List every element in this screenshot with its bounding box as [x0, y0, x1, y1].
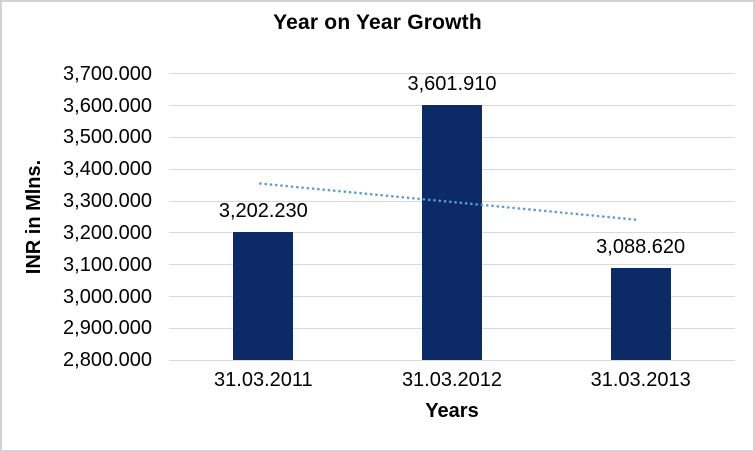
y-tick-label: 3,400.000 [63, 158, 152, 181]
bar-31.03.2011 [233, 232, 294, 361]
x-category-label: 31.03.2011 [214, 369, 313, 391]
y-tick-label: 3,700.000 [63, 62, 152, 85]
y-tick-label: 3,600.000 [63, 94, 152, 117]
y-tick-label: 3,100.000 [63, 253, 152, 276]
y-tick-label: 2,900.000 [63, 317, 152, 340]
gridline [169, 73, 735, 75]
y-tick-label: 3,500.000 [63, 126, 152, 149]
bar-value-label: 3,601.910 [407, 72, 497, 95]
x-category-label: 31.03.2012 [401, 369, 503, 391]
chart-title: Year on Year Growth [273, 11, 482, 34]
x-category-label: 31.03.2013 [590, 369, 691, 391]
bar-31.03.2013 [610, 268, 671, 361]
bar-value-label: 3,202.230 [218, 200, 308, 223]
gridline [169, 359, 735, 361]
y-tick-label: 3,300.000 [63, 190, 152, 213]
x-axis-title: Years [425, 400, 479, 422]
bar-31.03.2012 [422, 104, 482, 361]
y-tick-label: 3,000.000 [63, 285, 152, 308]
y-tick-label: 3,200.000 [63, 221, 152, 244]
y-tick-label: 2,800.000 [63, 349, 152, 372]
bar-value-label: 3,088.620 [596, 236, 686, 259]
